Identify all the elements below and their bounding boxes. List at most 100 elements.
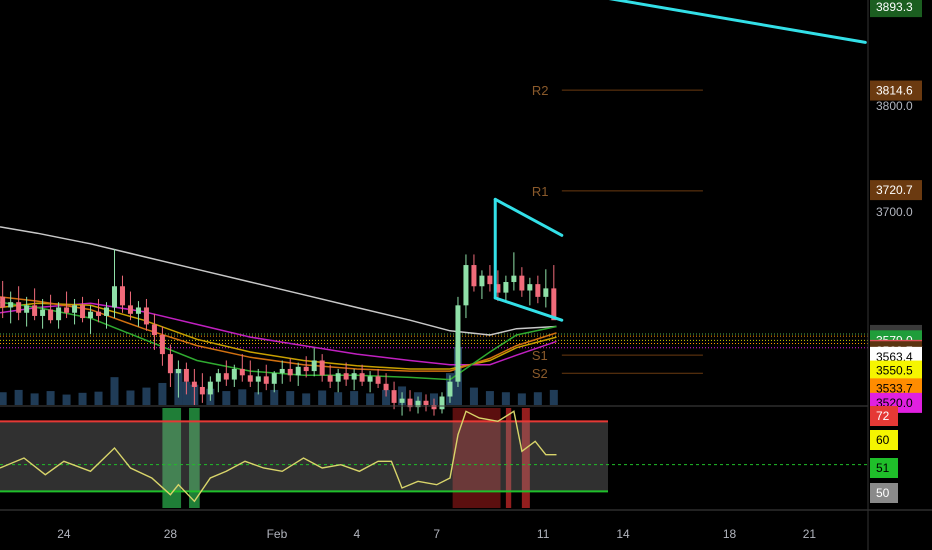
rsi-tick-background: [870, 430, 898, 450]
candle-body: [111, 286, 117, 308]
volume-bar: [549, 389, 558, 405]
candle-body: [48, 309, 54, 321]
volume-bar: [78, 392, 87, 405]
trendlines[interactable]: [493, 0, 867, 322]
candle-body: [199, 386, 205, 395]
candle-body: [127, 305, 133, 314]
candle-body: [455, 305, 461, 382]
price-gridline-label: 3800.0: [876, 99, 913, 113]
volume-bar: [382, 389, 391, 405]
candle-body: [0, 296, 6, 308]
pivot-label-r2: R2: [532, 83, 549, 98]
candle-body: [375, 376, 381, 384]
candle-body: [32, 305, 38, 316]
candle-body: [367, 376, 373, 382]
rsi-tick-label: 60: [876, 433, 890, 447]
rsi-tick-background: [870, 406, 898, 426]
rsi-highlights: [162, 408, 530, 508]
rsi-line: [0, 410, 557, 503]
candle-body: [543, 288, 549, 297]
time-axis-tick: Feb: [267, 527, 288, 541]
candle-body: [80, 305, 86, 319]
candle-body: [399, 398, 405, 403]
rsi-highlight: [189, 408, 200, 508]
volume-bar: [30, 393, 39, 405]
candle-body: [167, 354, 173, 374]
trendline[interactable]: [493, 197, 564, 237]
candle-body: [423, 400, 429, 405]
candle-body: [287, 368, 293, 376]
candle-body: [56, 307, 62, 321]
candle-body: [143, 307, 149, 325]
candle-body: [16, 302, 22, 313]
candle-body: [8, 302, 14, 308]
candle-body: [223, 373, 229, 380]
candle-body: [431, 405, 437, 410]
candlesticks: [0, 249, 557, 416]
candle-body: [527, 284, 533, 291]
candle-body: [471, 265, 477, 287]
rsi-highlight: [505, 408, 512, 508]
candle-body: [311, 360, 317, 372]
price-tag: 3814.6: [876, 84, 913, 98]
volume-bar: [302, 393, 311, 405]
candle-body: [391, 390, 397, 403]
time-axis-tick: 11: [537, 527, 550, 541]
time-axis-tick: 28: [164, 527, 178, 541]
candle-body: [511, 275, 517, 283]
candle-body: [351, 373, 357, 380]
candle-body: [183, 368, 189, 382]
rsi-tick-label: 50: [876, 486, 890, 500]
candle-body: [247, 375, 253, 382]
rsi-highlight: [521, 408, 530, 508]
candle-body: [88, 311, 94, 319]
pivot-label-s1: S1: [532, 348, 548, 363]
trendline[interactable]: [543, 0, 867, 44]
candle-body: [463, 265, 469, 306]
time-axis-tick: 24: [57, 527, 71, 541]
volume-bar: [142, 387, 151, 405]
trendline[interactable]: [493, 296, 564, 322]
price-tag-background: [870, 0, 922, 18]
pivot-levels: R2 R1 S1 S2: [532, 83, 703, 381]
candle-body: [159, 335, 165, 355]
moving-average-line: [0, 302, 557, 366]
candle-body: [207, 381, 213, 395]
candle-body: [151, 324, 157, 336]
price-gridline-label: 3700.0: [876, 205, 913, 219]
candle-body: [327, 375, 333, 382]
rsi-highlight: [162, 408, 182, 508]
moving-average-line: [0, 226, 557, 336]
candle-body: [135, 307, 141, 314]
candle-body: [119, 286, 125, 306]
candle-body: [239, 368, 245, 376]
candle-body: [231, 368, 237, 380]
rsi-bands: [0, 420, 868, 493]
time-axis-tick: 21: [803, 527, 817, 541]
candle-body: [415, 400, 421, 408]
candle-body: [479, 275, 485, 287]
candle-body: [439, 396, 445, 410]
rsi-band-fill: [0, 421, 608, 492]
candle-body: [191, 381, 197, 387]
volume-bar: [270, 389, 279, 405]
volume-bar: [158, 382, 167, 405]
volume-bar: [254, 392, 263, 405]
volume-bar: [94, 391, 103, 405]
volume-bar: [62, 394, 71, 405]
rsi-tick-label: 51: [876, 461, 890, 475]
volume-bar: [110, 377, 119, 405]
price-tag: 3533.7: [876, 381, 913, 395]
candle-body: [40, 309, 46, 316]
candle-body: [319, 360, 325, 376]
rsi-series-line: [0, 410, 557, 503]
rsi-tick-label: 72: [876, 409, 890, 423]
volume-bar: [501, 392, 510, 405]
pivot-label-s2: S2: [532, 366, 548, 381]
candle-body: [24, 305, 30, 313]
time-axis-tick: 4: [353, 527, 360, 541]
price-tag-background: [870, 80, 922, 101]
volume-bar: [485, 391, 494, 405]
